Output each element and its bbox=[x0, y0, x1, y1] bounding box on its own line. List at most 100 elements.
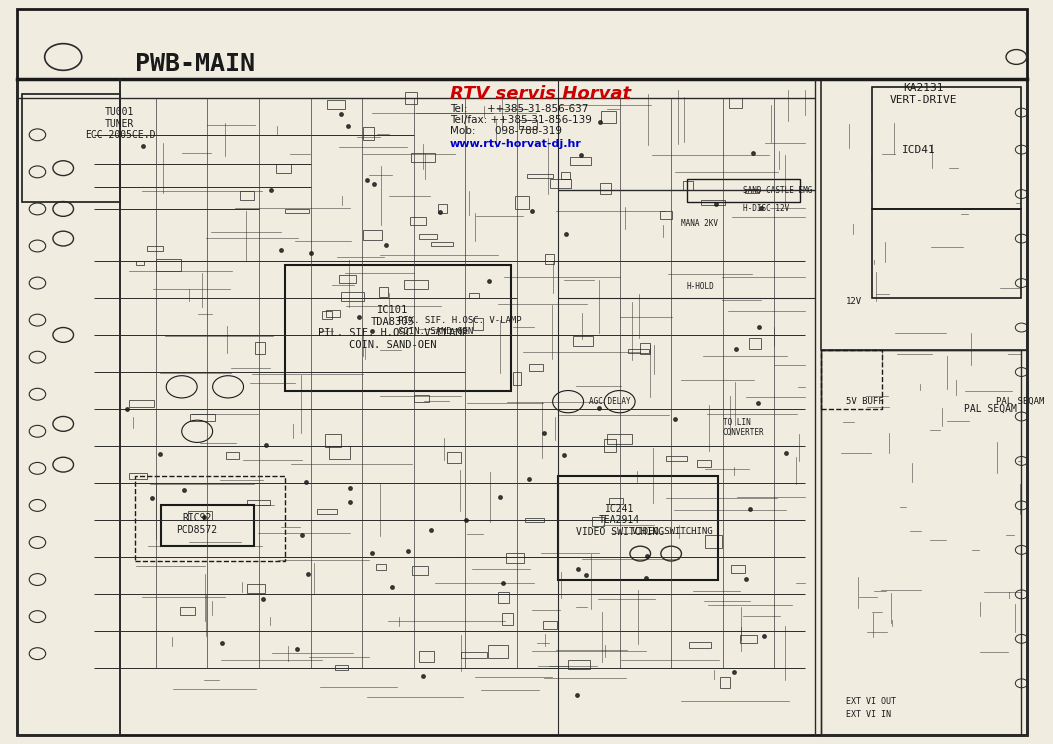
Bar bbox=[418, 234, 437, 239]
Bar bbox=[240, 191, 254, 200]
Bar bbox=[525, 518, 544, 522]
Bar bbox=[379, 287, 388, 297]
Bar bbox=[190, 414, 215, 421]
Text: MANA 2KV: MANA 2KV bbox=[681, 219, 718, 228]
Bar bbox=[872, 86, 1021, 209]
Bar bbox=[498, 592, 509, 603]
Bar bbox=[317, 510, 337, 514]
Bar bbox=[820, 350, 882, 409]
Bar bbox=[419, 652, 434, 662]
Text: PIX. SIF. H.OSC. V-LAMP: PIX. SIF. H.OSC. V-LAMP bbox=[398, 315, 521, 324]
Bar bbox=[550, 179, 571, 188]
Text: RIC92
PCD8572: RIC92 PCD8572 bbox=[177, 513, 218, 535]
Text: IC241
TEA2914
VIDEO SWITCHING: IC241 TEA2914 VIDEO SWITCHING bbox=[576, 504, 663, 537]
Bar bbox=[404, 280, 428, 289]
Bar bbox=[363, 230, 382, 240]
Bar bbox=[432, 242, 453, 246]
Bar bbox=[326, 310, 339, 317]
Text: PWB-MAIN: PWB-MAIN bbox=[136, 52, 255, 77]
Text: TU001
TUNER
ECC-2005CE.D: TU001 TUNER ECC-2005CE.D bbox=[84, 107, 155, 141]
Bar bbox=[341, 292, 363, 301]
Bar bbox=[247, 584, 264, 593]
Bar bbox=[600, 183, 611, 194]
Bar bbox=[322, 312, 332, 319]
Bar bbox=[363, 127, 374, 140]
Text: 12V: 12V bbox=[847, 297, 862, 306]
Bar bbox=[411, 153, 435, 161]
Text: IC101
TDA8305
PIL. SIF. H.OSC. V-CLAMP
COIN. SAND-OEN: IC101 TDA8305 PIL. SIF. H.OSC. V-CLAMP C… bbox=[318, 305, 468, 350]
Bar bbox=[187, 510, 212, 520]
Text: PAL SEQAM: PAL SEQAM bbox=[965, 404, 1017, 414]
Bar bbox=[744, 189, 759, 193]
Bar bbox=[136, 260, 144, 265]
Bar bbox=[156, 259, 181, 272]
Bar bbox=[640, 343, 651, 353]
Bar bbox=[660, 211, 672, 219]
Bar bbox=[255, 342, 265, 354]
Text: EXT VI OUT: EXT VI OUT bbox=[847, 697, 896, 706]
Bar bbox=[872, 209, 1021, 298]
Bar bbox=[136, 475, 284, 561]
Bar bbox=[568, 660, 590, 669]
Bar bbox=[376, 564, 385, 570]
Bar bbox=[180, 607, 195, 615]
Text: SAND CASTLE EMG: SAND CASTLE EMG bbox=[743, 186, 813, 195]
Bar bbox=[17, 79, 120, 735]
Bar bbox=[518, 121, 537, 129]
Bar bbox=[528, 174, 553, 179]
Bar bbox=[665, 456, 687, 461]
Bar bbox=[513, 372, 521, 385]
Text: PAL SEQAM: PAL SEQAM bbox=[996, 397, 1045, 406]
Bar bbox=[750, 338, 761, 349]
Bar bbox=[592, 517, 603, 526]
Bar bbox=[609, 498, 623, 504]
Bar bbox=[501, 613, 514, 625]
Bar bbox=[130, 473, 146, 478]
Bar bbox=[473, 318, 483, 330]
Text: 5V BUFF: 5V BUFF bbox=[847, 397, 883, 406]
Text: www.rtv-horvat-dj.hr: www.rtv-horvat-dj.hr bbox=[450, 138, 581, 149]
Bar bbox=[687, 179, 800, 202]
Bar bbox=[128, 400, 155, 407]
Text: ICD41: ICD41 bbox=[901, 144, 935, 155]
Text: KA2131
VERT-DRIVE: KA2131 VERT-DRIVE bbox=[890, 83, 957, 105]
Bar bbox=[682, 181, 693, 190]
Bar bbox=[404, 92, 417, 104]
Bar bbox=[607, 434, 633, 444]
Bar bbox=[820, 350, 1021, 735]
Bar bbox=[529, 365, 543, 371]
Bar bbox=[543, 621, 557, 629]
Bar bbox=[412, 566, 429, 575]
Bar bbox=[489, 645, 509, 658]
Bar bbox=[820, 350, 1027, 735]
Text: AGC DELAY: AGC DELAY bbox=[589, 397, 631, 406]
Bar bbox=[226, 452, 239, 458]
Bar bbox=[246, 500, 270, 505]
Bar bbox=[600, 111, 616, 123]
Text: VIDEO SWITCHING: VIDEO SWITCHING bbox=[632, 527, 713, 536]
Bar bbox=[820, 79, 1027, 350]
Bar bbox=[706, 535, 722, 548]
Bar bbox=[469, 293, 479, 298]
Bar bbox=[338, 275, 357, 283]
Bar bbox=[561, 173, 570, 179]
Bar bbox=[22, 94, 120, 202]
Text: TO LIN
CONVERTER: TO LIN CONVERTER bbox=[722, 418, 764, 437]
Text: Tel:      ++385-31-856-637: Tel: ++385-31-856-637 bbox=[450, 104, 588, 114]
Bar bbox=[276, 164, 291, 173]
Bar bbox=[161, 505, 254, 546]
Bar bbox=[719, 677, 730, 688]
Bar bbox=[284, 209, 309, 213]
Bar bbox=[505, 553, 523, 562]
Text: Tel/fax: ++385-31-856-139: Tel/fax: ++385-31-856-139 bbox=[450, 115, 592, 125]
Bar bbox=[284, 265, 512, 391]
Text: H-DISC 12V: H-DISC 12V bbox=[743, 205, 790, 214]
Bar bbox=[327, 100, 345, 109]
Bar bbox=[729, 98, 742, 108]
Bar bbox=[330, 446, 350, 459]
Bar bbox=[461, 652, 486, 658]
Bar bbox=[740, 635, 756, 644]
Bar bbox=[573, 336, 593, 347]
Bar bbox=[146, 246, 163, 251]
Bar bbox=[690, 642, 711, 648]
